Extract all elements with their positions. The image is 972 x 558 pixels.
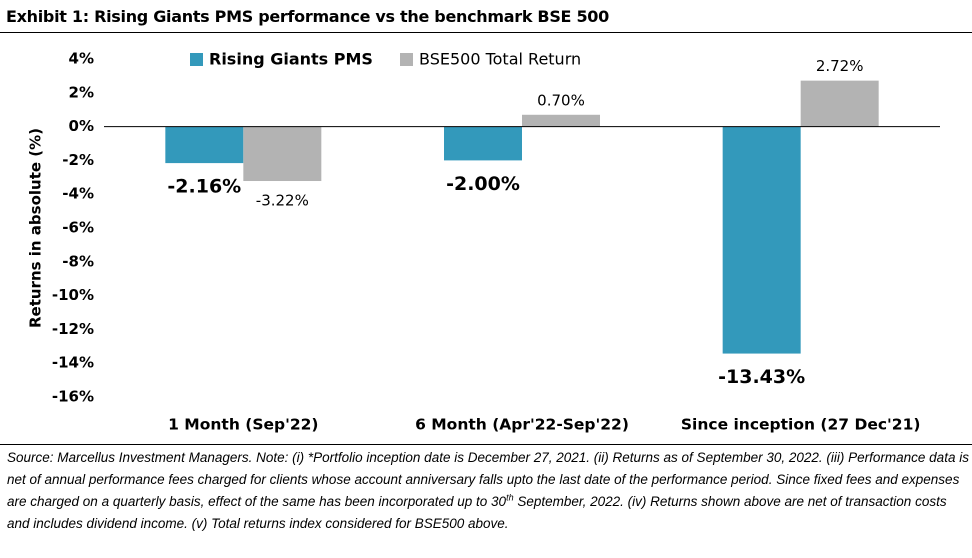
y-tick-label-0: 0%	[69, 117, 94, 135]
legend-swatch-bse500-total-return	[400, 53, 413, 66]
data-label-bse500-total-return-1: -3.22%	[256, 192, 309, 210]
y-tick-label-8: -8%	[62, 252, 94, 270]
bar-rising-giants-pms-1	[165, 126, 244, 164]
legend-label-rising-giants-pms: Rising Giants PMS	[209, 50, 373, 69]
title-divider	[0, 32, 972, 33]
footnote-text-2: September, 2022. (iv) Returns shown abov…	[7, 494, 947, 531]
y-tick-label-4: -4%	[62, 185, 94, 203]
footnote-divider	[0, 444, 972, 445]
y-tick-label-12: -12%	[52, 320, 94, 338]
bar-rising-giants-pms-2	[444, 126, 522, 161]
bar-rising-giants-pms-3	[722, 126, 801, 354]
data-label-bse500-total-return-2: 0.70%	[537, 91, 585, 109]
returns-bar-chart: Returns in absolute (%) 4% 2% 0% -2% -4% -6% -8…	[27, 50, 940, 434]
x-category-label-2: 6 Month (Apr'22-Sep'22)	[415, 416, 629, 434]
y-tick-label-6: -6%	[62, 219, 94, 237]
y-tick-label-2: -2%	[62, 151, 94, 169]
y-tick-label-4: 4%	[69, 50, 94, 68]
y-tick-label-14: -14%	[52, 354, 94, 372]
footnote-superscript: th	[506, 492, 514, 503]
exhibit-title: Exhibit 1: Rising Giants PMS performance…	[6, 7, 609, 26]
bar-bse500-total-return-1	[243, 126, 322, 182]
y-tick-label-16: -16%	[52, 388, 94, 406]
bar-bse500-total-return-3	[800, 80, 879, 127]
bar-bse500-total-return-2	[522, 114, 600, 127]
y-axis-title: Returns in absolute (%)	[27, 128, 45, 328]
data-label-rising-giants-pms-1: -2.16%	[167, 176, 241, 198]
data-label-bse500-total-return-3: 2.72%	[816, 57, 864, 75]
legend-label-bse500-total-return: BSE500 Total Return	[419, 50, 581, 69]
y-tick-label-2: 2%	[69, 83, 94, 101]
x-category-label-1: 1 Month (Sep'22)	[168, 416, 318, 434]
data-label-rising-giants-pms-3: -13.43%	[718, 366, 805, 388]
data-label-rising-giants-pms-2: -2.00%	[446, 173, 520, 195]
x-category-label-3: Since inception (27 Dec'21)	[681, 416, 921, 434]
legend-swatch-rising-giants-pms	[190, 53, 203, 66]
source-footnote: Source: Marcellus Investment Managers. N…	[7, 447, 969, 535]
footnote-text-1: Source: Marcellus Investment Managers. N…	[7, 450, 969, 509]
y-tick-label-10: -10%	[52, 286, 94, 304]
